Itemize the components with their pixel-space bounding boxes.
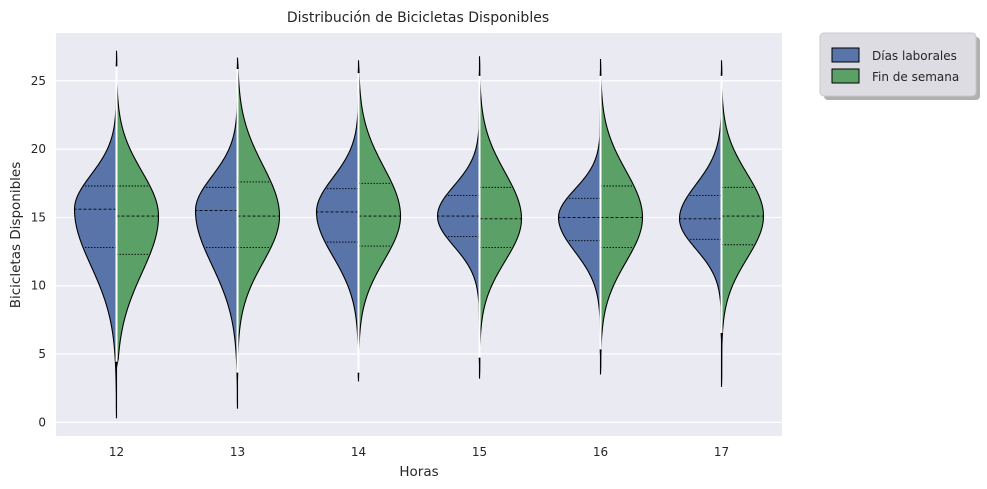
legend-box	[819, 32, 977, 97]
x-tick-labels: 12 13 14 15 16 17	[109, 445, 729, 459]
x-tick-label: 16	[593, 445, 608, 459]
y-tick-label: 25	[31, 74, 46, 88]
y-axis-label: Bicicletas Disponibles	[8, 162, 24, 309]
y-tick-labels: 0 5 10 15 20 25	[31, 74, 46, 430]
chart-title: Distribución de Bicicletas Disponibles	[287, 10, 549, 26]
x-tick-label: 12	[109, 445, 124, 459]
y-tick-label: 0	[38, 415, 46, 429]
violin-half	[236, 57, 281, 379]
x-tick-label: 14	[351, 445, 366, 459]
violin-half	[115, 50, 160, 368]
x-tick-label: 17	[714, 445, 729, 459]
legend-swatch-fin-de-semana	[831, 68, 860, 84]
violin-half	[73, 60, 118, 419]
legend-swatch-dias-laborales	[831, 47, 860, 63]
violin-half	[194, 63, 239, 409]
violin-half	[599, 58, 644, 375]
violins	[73, 50, 765, 419]
y-tick-label: 5	[38, 347, 46, 361]
x-tick-label: 13	[230, 445, 245, 459]
violin-half	[478, 56, 523, 379]
plot-area	[56, 33, 782, 436]
violin-half	[720, 60, 765, 387]
x-axis-label: Horas	[399, 464, 438, 480]
y-tick-label: 10	[31, 279, 46, 293]
legend-label-dias-laborales: Días laborales	[872, 49, 957, 63]
x-tick-label: 15	[472, 445, 487, 459]
y-tick-label: 20	[31, 142, 46, 156]
legend-label-fin-de-semana: Fin de semana	[872, 70, 959, 84]
violin-half	[357, 60, 402, 379]
legend: Días laborales Fin de semana	[819, 32, 980, 100]
y-tick-label: 15	[31, 210, 46, 224]
gridlines	[56, 80, 782, 423]
